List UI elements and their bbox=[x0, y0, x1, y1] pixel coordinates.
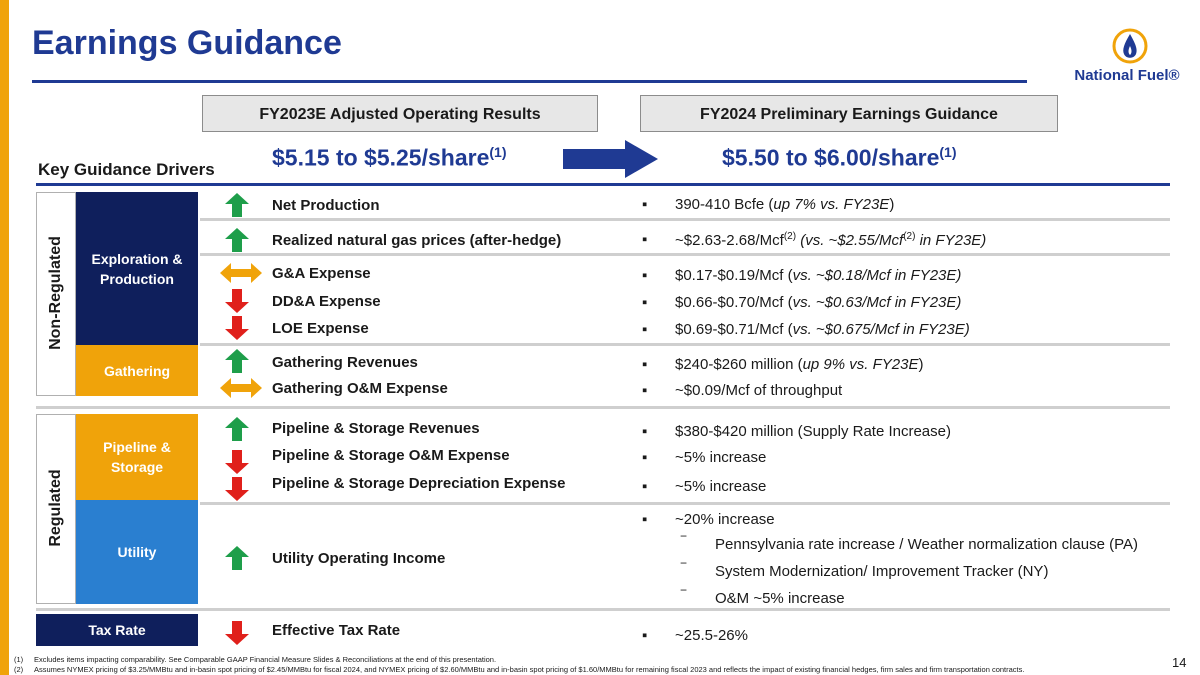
section-divider bbox=[36, 608, 1170, 611]
text: ~5% increase bbox=[675, 478, 767, 495]
text: ~20% increase bbox=[675, 511, 775, 528]
segment-tax-rate: Tax Rate bbox=[36, 614, 198, 646]
text: 390-410 Bcfe ( bbox=[675, 196, 774, 213]
driver-ga-expense: G&A Expense bbox=[272, 265, 371, 282]
page-number: 14 bbox=[1172, 655, 1187, 670]
driver-gathering-revenues: Gathering Revenues bbox=[272, 354, 418, 371]
driver-gathering-om: Gathering O&M Expense bbox=[272, 380, 448, 397]
driver-pipeline-revenues: Pipeline & Storage Revenues bbox=[272, 420, 480, 437]
text: Pennsylvania rate increase / Weather nor… bbox=[715, 536, 1138, 553]
text: System Modernization/ Improvement Tracke… bbox=[715, 563, 1049, 580]
footnote-number: (1) bbox=[14, 655, 24, 664]
driver-effective-tax-rate: Effective Tax Rate bbox=[272, 622, 401, 639]
segment-exploration-production: Exploration & Production bbox=[76, 192, 198, 345]
fy2024-header: FY2024 Preliminary Earnings Guidance bbox=[640, 95, 1058, 132]
footnote-number: (2) bbox=[14, 665, 24, 674]
text: $0.17-$0.19/Mcf ( bbox=[675, 267, 793, 284]
up-arrow-icon bbox=[225, 193, 249, 217]
down-arrow-icon bbox=[225, 289, 249, 313]
text: ~5% increase bbox=[675, 449, 767, 466]
down-arrow-icon bbox=[225, 621, 249, 645]
up-arrow-icon bbox=[225, 349, 249, 373]
footnote-ref: (2) bbox=[903, 231, 916, 242]
non-regulated-group bbox=[36, 192, 76, 396]
header-divider bbox=[36, 183, 1170, 186]
driver-realized-prices: Realized natural gas prices (after-hedge… bbox=[272, 232, 562, 249]
right-arrow-icon bbox=[563, 140, 658, 178]
up-arrow-icon bbox=[225, 417, 249, 441]
section-divider bbox=[36, 406, 1170, 409]
driver-net-production: Net Production bbox=[272, 197, 380, 214]
fy2023-range: $5.15 to $5.25/share(1) bbox=[272, 144, 507, 172]
text: up 7% vs. FY23E bbox=[773, 196, 890, 213]
text: ) bbox=[889, 196, 895, 213]
segment-utility: Utility bbox=[76, 500, 198, 604]
driver-utility-operating-income: Utility Operating Income bbox=[272, 550, 446, 567]
flame-drop-icon bbox=[1112, 28, 1148, 64]
text: ~$2.63-2.68/Mcf bbox=[675, 232, 784, 249]
fy2023-range-footnote: (1) bbox=[489, 144, 507, 160]
text: vs. ~$0.18/Mcf in FY23E) bbox=[792, 267, 962, 284]
fy2023-range-value: $5.15 to $5.25/share bbox=[272, 144, 490, 171]
up-arrow-icon bbox=[225, 228, 249, 252]
row-divider bbox=[200, 218, 1170, 221]
logo-wordmark: National Fuel® bbox=[1074, 67, 1180, 84]
driver-pipeline-depreciation: Pipeline & Storage Depreciation Expense bbox=[272, 475, 566, 492]
driver-dda-expense: DD&A Expense bbox=[272, 293, 381, 310]
key-guidance-drivers-label: Key Guidance Drivers bbox=[38, 160, 215, 179]
footnote-text: Assumes NYMEX pricing of $3.25/MMBtu and… bbox=[34, 665, 1025, 674]
driver-loe-expense: LOE Expense bbox=[272, 320, 369, 337]
fy2023-header: FY2023E Adjusted Operating Results bbox=[202, 95, 598, 132]
footnote-text: Excludes items impacting comparability. … bbox=[34, 655, 497, 664]
fy2024-range-value: $5.50 to $6.00/share bbox=[722, 144, 940, 171]
text: O&M ~5% increase bbox=[715, 590, 845, 607]
page-title: Earnings Guidance bbox=[32, 24, 342, 62]
text: in FY23E) bbox=[915, 232, 987, 249]
regulated-group bbox=[36, 414, 76, 604]
segment-gathering: Gathering bbox=[76, 345, 198, 396]
text: $380-$420 million (Supply Rate Increase) bbox=[675, 423, 951, 440]
dash: − bbox=[680, 556, 688, 570]
down-arrow-icon bbox=[225, 450, 249, 474]
text: ~25.5-26% bbox=[675, 627, 748, 644]
non-regulated-label: Non-Regulated bbox=[47, 236, 64, 350]
footnote-ref: (2) bbox=[783, 231, 797, 242]
segment-pipeline-storage: Pipeline & Storage bbox=[76, 414, 198, 500]
text: ~$0.09/Mcf of throughput bbox=[675, 382, 843, 399]
text: $0.69-$0.71/Mcf ( bbox=[675, 321, 793, 338]
neutral-arrow-icon bbox=[220, 378, 262, 398]
dash: − bbox=[680, 583, 688, 597]
footnote-1: (1) Excludes items impacting comparabili… bbox=[14, 655, 496, 664]
up-arrow-icon bbox=[225, 546, 249, 570]
text: vs. ~$0.675/Mcf in FY23E) bbox=[792, 321, 970, 338]
fy2024-range: $5.50 to $6.00/share(1) bbox=[722, 144, 957, 172]
down-arrow-icon bbox=[225, 316, 249, 340]
fy2024-range-footnote: (1) bbox=[939, 144, 957, 160]
row-divider bbox=[200, 343, 1170, 346]
title-divider bbox=[32, 80, 1027, 83]
left-accent-bar bbox=[0, 0, 9, 675]
neutral-arrow-icon bbox=[220, 263, 262, 283]
text: ) bbox=[918, 356, 924, 373]
dash: − bbox=[680, 529, 688, 543]
text: vs. ~$0.63/Mcf in FY23E) bbox=[792, 294, 962, 311]
down-arrow-icon bbox=[225, 477, 249, 501]
text: up 9% vs. FY23E bbox=[802, 356, 919, 373]
row-divider bbox=[200, 253, 1170, 256]
driver-pipeline-om: Pipeline & Storage O&M Expense bbox=[272, 447, 510, 464]
row-divider bbox=[200, 502, 1170, 505]
footnote-2: (2) Assumes NYMEX pricing of $3.25/MMBtu… bbox=[14, 665, 1024, 674]
text: $0.66-$0.70/Mcf ( bbox=[675, 294, 793, 311]
text: $240-$260 million ( bbox=[675, 356, 803, 373]
regulated-label: Regulated bbox=[47, 469, 64, 547]
text: (vs. ~$2.55/Mcf bbox=[796, 232, 904, 249]
